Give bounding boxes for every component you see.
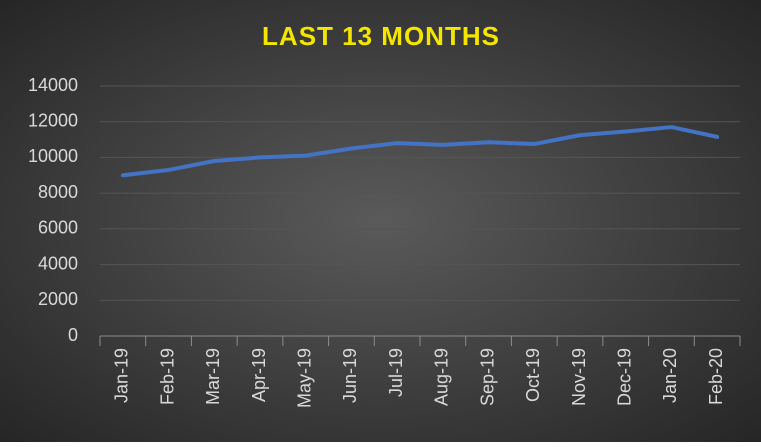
x-tick-label: May-19 xyxy=(294,348,314,408)
y-tick-label: 6000 xyxy=(38,218,78,238)
y-tick-label: 14000 xyxy=(28,75,78,95)
x-tick-label: Oct-19 xyxy=(523,348,543,402)
x-tick-label: Jan-20 xyxy=(660,348,680,403)
y-tick-label: 10000 xyxy=(28,146,78,166)
y-tick-label: 4000 xyxy=(38,253,78,273)
x-tick-label: Mar-19 xyxy=(203,348,223,405)
x-tick-label: Nov-19 xyxy=(569,348,589,406)
x-tick-label: Feb-19 xyxy=(157,348,177,405)
y-tick-label: 0 xyxy=(68,325,78,345)
chart-title: LAST 13 MONTHS xyxy=(262,21,500,51)
x-tick-label: Apr-19 xyxy=(249,348,269,402)
y-tick-label: 8000 xyxy=(38,182,78,202)
x-tick-label: Aug-19 xyxy=(432,348,452,406)
y-tick-label: 2000 xyxy=(38,289,78,309)
x-tick-label: Jul-19 xyxy=(386,348,406,397)
x-tick-label: Feb-20 xyxy=(706,348,726,405)
line-series xyxy=(120,125,720,178)
x-tick-label: Sep-19 xyxy=(477,348,497,406)
x-tick-label: Jun-19 xyxy=(340,348,360,403)
y-tick-label: 12000 xyxy=(28,110,78,130)
x-tick-label: Dec-19 xyxy=(614,348,634,406)
x-tick-label: Jan-19 xyxy=(112,348,132,403)
